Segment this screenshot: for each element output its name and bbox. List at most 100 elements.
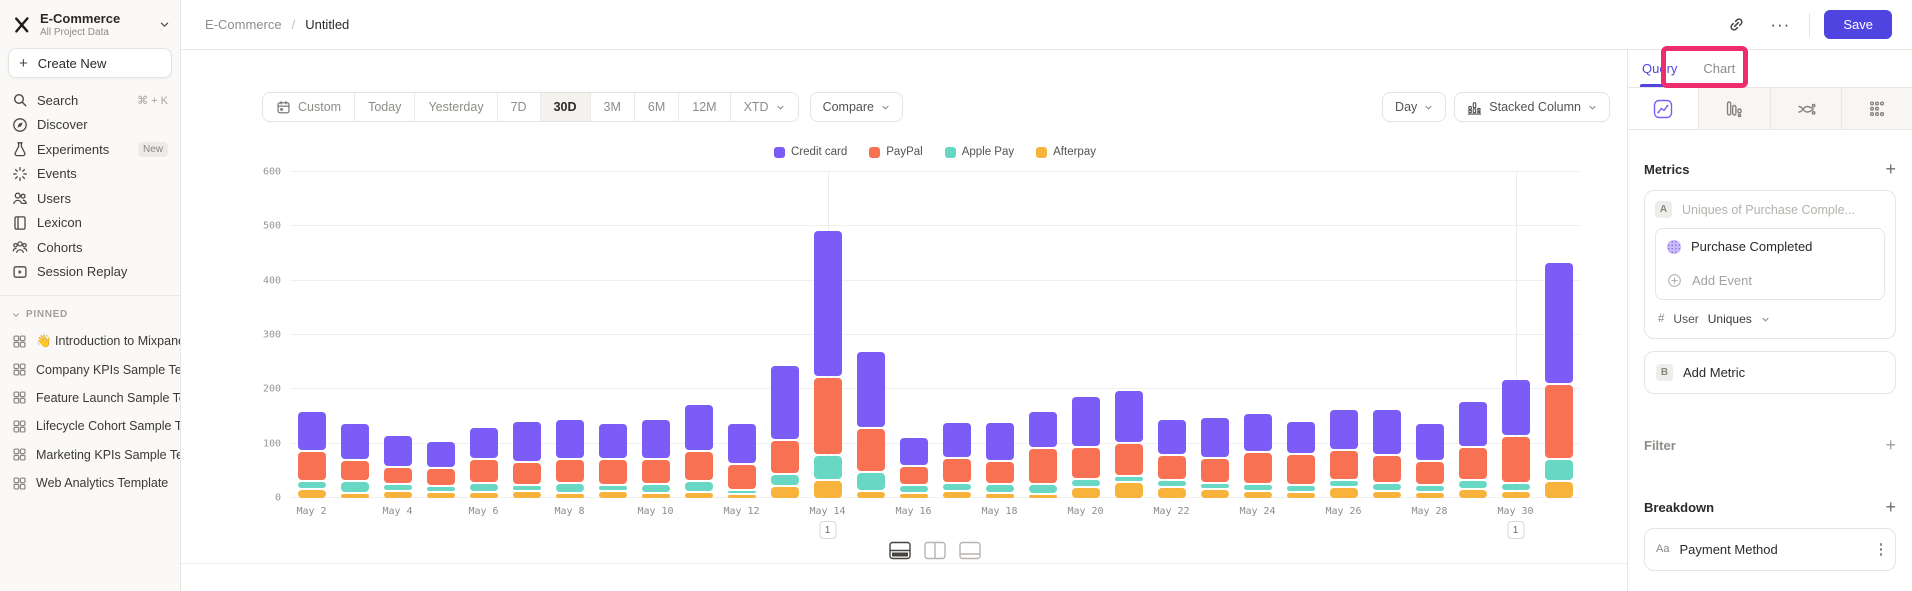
stacked-bar-may-29[interactable] — [1458, 401, 1487, 498]
stacked-bar-may-7[interactable] — [512, 421, 541, 498]
breadcrumb-current[interactable]: Untitled — [305, 17, 350, 32]
stacked-bar-may-20[interactable] — [1071, 397, 1100, 498]
stacked-bar-may-24[interactable] — [1243, 413, 1272, 498]
stacked-bar-may-5[interactable] — [426, 442, 455, 498]
pinned-board-marketing-kpis-sample-template[interactable]: Marketing KPIs Sample Template — [0, 441, 180, 469]
add-breakdown-button[interactable]: + — [1885, 497, 1896, 517]
sidebar-item-cohorts[interactable]: Cohorts — [0, 235, 180, 260]
sidebar-item-experiments[interactable]: Experiments New — [0, 137, 180, 162]
project-switcher[interactable]: E-Commerce All Project Data — [0, 0, 180, 46]
add-event-label: Add Event — [1692, 273, 1752, 288]
report-type-tabs — [1628, 88, 1912, 130]
pinned-board-lifecycle-cohort-sample-template[interactable]: Lifecycle Cohort Sample Template — [0, 412, 180, 440]
stacked-bar-may-17[interactable] — [942, 422, 971, 498]
add-filter-button[interactable]: + — [1885, 435, 1896, 455]
stacked-bar-may-4[interactable] — [383, 436, 412, 498]
stacked-bar-may-14[interactable] — [813, 231, 842, 498]
legend-item-afterpay[interactable]: Afterpay — [1036, 146, 1096, 158]
stacked-bar-may-23[interactable] — [1200, 417, 1229, 498]
stacked-bar-may-28[interactable] — [1415, 424, 1444, 498]
stacked-bar-may-18[interactable] — [985, 422, 1014, 498]
save-button[interactable]: Save — [1824, 10, 1892, 39]
metric-a-header-row[interactable]: A Uniques of Purchase Comple... — [1655, 201, 1885, 218]
layout-split-vertical-button[interactable] — [924, 541, 946, 560]
stacked-bar-may-8[interactable] — [555, 419, 584, 498]
tab-insights[interactable] — [1628, 88, 1700, 129]
sidebar-item-lexicon[interactable]: Lexicon — [0, 211, 180, 236]
kebab-menu-icon[interactable] — [1878, 541, 1885, 558]
sidebar-item-users[interactable]: Users — [0, 186, 180, 211]
stacked-bar-may-26[interactable] — [1329, 409, 1358, 498]
granularity-dropdown[interactable]: Day — [1382, 92, 1447, 122]
range-7d[interactable]: 7D — [497, 93, 541, 121]
range-12m[interactable]: 12M — [679, 93, 731, 121]
stacked-bar-may-2[interactable] — [297, 411, 326, 498]
range-yesterday[interactable]: Yesterday — [415, 93, 498, 121]
pinned-section-header[interactable]: PINNED — [0, 309, 180, 320]
stacked-bar-may-15[interactable] — [856, 351, 885, 498]
legend-item-credit-card[interactable]: Credit card — [774, 146, 847, 158]
tab-query[interactable]: Query — [1642, 61, 1678, 76]
stacked-bar-may-6[interactable] — [469, 428, 498, 498]
more-menu-button[interactable]: ··· — [1770, 14, 1791, 34]
pinned-board-web-analytics-template[interactable]: Web Analytics Template — [0, 469, 180, 497]
compare-button[interactable]: Compare — [809, 92, 903, 122]
stacked-bar-may-19[interactable] — [1028, 411, 1057, 498]
layout-split-horizontal-button[interactable] — [889, 541, 911, 560]
counting-method-row[interactable]: # User Uniques — [1655, 300, 1885, 328]
range-6m[interactable]: 6M — [634, 93, 680, 121]
pinned-board-feature-launch-sample-template[interactable]: Feature Launch Sample Template — [0, 384, 180, 412]
stacked-bar-may-3[interactable] — [340, 424, 369, 498]
layout-panel-bottom-button[interactable] — [959, 541, 981, 560]
annotation-marker[interactable]: 1 — [819, 521, 836, 539]
sidebar-item-events[interactable]: Events — [0, 162, 180, 187]
bar-segment-apple-pay — [469, 484, 498, 491]
annotation-marker[interactable]: 1 — [1507, 521, 1524, 539]
create-new-button[interactable]: + Create New — [8, 48, 172, 78]
stacked-bar-may-13[interactable] — [770, 366, 799, 498]
stacked-bar-may-16[interactable] — [899, 437, 928, 498]
range-today[interactable]: Today — [355, 93, 416, 121]
bar-segment-apple-pay — [512, 486, 541, 490]
create-new-label: Create New — [37, 55, 107, 71]
stacked-bar-may-22[interactable] — [1157, 419, 1186, 498]
stacked-bar-may-21[interactable] — [1114, 390, 1143, 498]
stacked-column-icon — [1467, 100, 1482, 115]
stacked-bar-may-10[interactable] — [641, 419, 670, 498]
tab-flows[interactable] — [1770, 88, 1842, 129]
sidebar-item-search[interactable]: Search ⌘ + K — [0, 88, 180, 113]
range-xtd[interactable]: XTD — [730, 93, 798, 121]
sidebar-item-session-replay[interactable]: Session Replay — [0, 260, 180, 285]
range-30d[interactable]: 30D — [540, 93, 591, 121]
bar-segment-paypal — [813, 378, 842, 454]
stacked-bar-may-12[interactable] — [727, 424, 756, 498]
breadcrumb-project[interactable]: E-Commerce — [205, 17, 282, 32]
chart-type-dropdown[interactable]: Stacked Column — [1454, 92, 1610, 122]
share-link-button[interactable] — [1721, 10, 1751, 40]
metrics-title: Metrics — [1644, 161, 1690, 177]
gridline — [290, 388, 1580, 390]
stacked-bar-may-9[interactable] — [598, 424, 627, 498]
pinned-board-introduction-to-mixpanel-board[interactable]: 👋 Introduction to Mixpanel Board — [0, 327, 180, 355]
chart-controls: Day — [1382, 92, 1610, 122]
stacked-bar-may-11[interactable] — [684, 405, 713, 498]
bar-segment-apple-pay — [985, 485, 1014, 492]
add-metric-plus-button[interactable]: + — [1885, 159, 1896, 179]
range-custom[interactable]: Custom — [263, 93, 356, 121]
tab-retention[interactable] — [1841, 88, 1912, 129]
event-row[interactable]: Purchase Completed — [1656, 229, 1884, 264]
metric-card-b[interactable]: B Add Metric — [1644, 351, 1896, 394]
stacked-bar-may-30[interactable] — [1501, 380, 1530, 498]
add-event-row[interactable]: Add Event — [1656, 264, 1884, 299]
sidebar-item-discover[interactable]: Discover — [0, 113, 180, 138]
range-3m[interactable]: 3M — [590, 93, 635, 121]
legend-item-paypal[interactable]: PayPal — [869, 146, 923, 158]
legend-item-apple-pay[interactable]: Apple Pay — [944, 146, 1014, 158]
stacked-bar-may-31[interactable] — [1544, 263, 1573, 498]
stacked-bar-may-27[interactable] — [1372, 410, 1401, 498]
stacked-bar-may-25[interactable] — [1286, 422, 1315, 498]
tab-chart[interactable]: Chart — [1703, 61, 1736, 76]
tab-funnels[interactable] — [1699, 88, 1771, 129]
pinned-board-company-kpis-sample-template[interactable]: Company KPIs Sample Template — [0, 355, 180, 383]
breakdown-card[interactable]: Aa Payment Method — [1644, 528, 1896, 571]
